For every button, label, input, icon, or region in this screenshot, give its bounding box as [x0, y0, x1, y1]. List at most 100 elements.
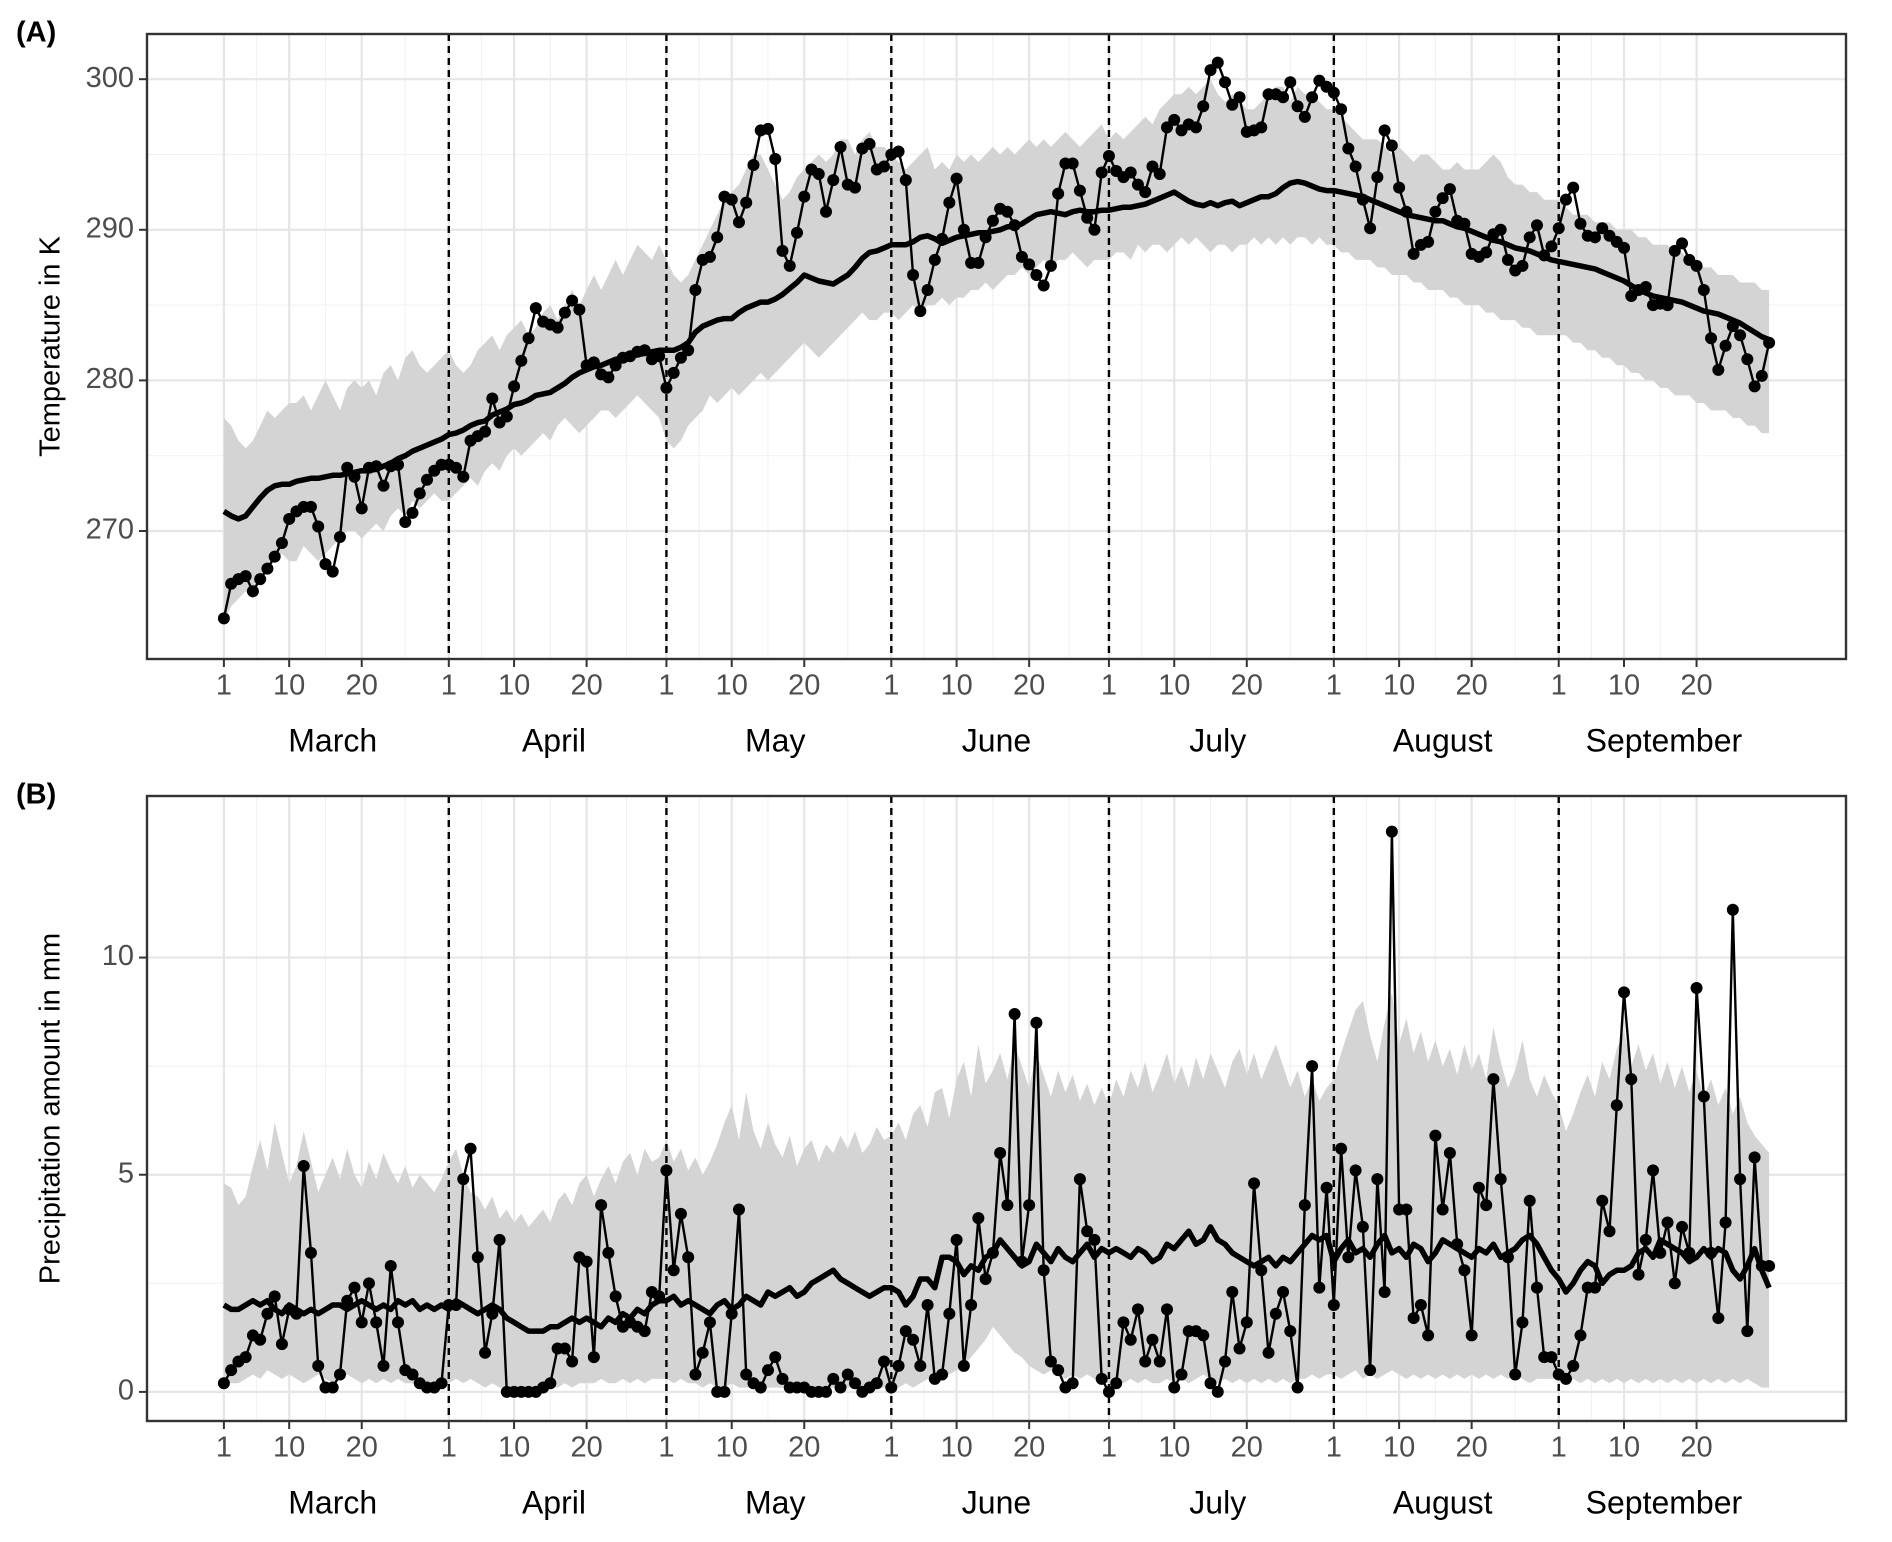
data-point	[1509, 1368, 1522, 1381]
x-tick-label: 1	[1101, 1432, 1117, 1464]
data-point	[1668, 1277, 1681, 1290]
y-axis-title: Temperature in K	[35, 235, 67, 456]
data-point	[660, 381, 673, 394]
data-point	[1378, 1286, 1391, 1299]
data-point	[1385, 825, 1398, 838]
data-point	[246, 585, 259, 598]
data-point	[725, 193, 738, 206]
data-point	[1574, 217, 1587, 230]
data-point	[1755, 369, 1768, 382]
data-point	[1117, 1316, 1130, 1329]
data-point	[1552, 222, 1565, 235]
month-label: March	[288, 722, 377, 758]
x-tick-label: 1	[441, 1432, 457, 1464]
data-point	[957, 1359, 970, 1372]
data-point	[1306, 1060, 1319, 1073]
data-point	[689, 284, 702, 297]
data-point	[225, 1364, 238, 1377]
data-point	[1676, 237, 1689, 250]
data-point	[1168, 1381, 1181, 1394]
data-point	[849, 1377, 862, 1390]
y-tick-label: 300	[86, 62, 134, 94]
x-tick-label: 10	[1158, 1432, 1190, 1464]
data-point	[1697, 284, 1710, 297]
data-point	[1146, 1333, 1159, 1346]
x-tick-label: 20	[346, 1432, 378, 1464]
data-point	[1131, 178, 1144, 191]
data-point	[566, 1355, 579, 1368]
data-point	[1095, 1372, 1108, 1385]
data-point	[421, 473, 434, 486]
data-point	[921, 284, 934, 297]
month-label: May	[745, 1484, 805, 1520]
data-point	[769, 153, 782, 165]
data-point	[914, 1359, 927, 1372]
data-point	[1233, 91, 1246, 104]
data-point	[566, 294, 579, 307]
data-point	[1712, 1312, 1725, 1325]
data-point	[1748, 380, 1761, 393]
data-point	[1073, 1173, 1086, 1186]
data-point	[1291, 100, 1304, 113]
data-point	[1443, 183, 1456, 196]
data-point	[1124, 166, 1137, 179]
data-point	[1088, 1233, 1101, 1246]
data-point	[1030, 1016, 1043, 1029]
x-tick-label: 20	[1013, 1432, 1045, 1464]
data-point	[689, 1368, 702, 1381]
data-point	[1588, 231, 1601, 244]
x-tick-label: 10	[1608, 1432, 1640, 1464]
data-point	[1044, 259, 1057, 272]
month-label: May	[745, 722, 805, 758]
data-point	[1690, 981, 1703, 994]
data-point	[529, 302, 542, 315]
x-tick-label: 10	[940, 670, 972, 702]
data-point	[1501, 253, 1514, 266]
data-point	[1037, 279, 1050, 292]
data-point	[1008, 1008, 1021, 1021]
data-point	[776, 1372, 789, 1385]
x-tick-label: 10	[273, 1432, 305, 1464]
data-point	[1175, 1368, 1188, 1381]
data-point	[812, 168, 825, 181]
data-point	[1160, 121, 1173, 134]
data-point	[471, 1251, 484, 1264]
month-label: August	[1393, 1484, 1493, 1520]
data-point	[754, 1381, 767, 1394]
data-point	[878, 160, 891, 173]
data-point	[312, 1359, 325, 1372]
month-label: September	[1586, 1484, 1743, 1520]
data-point	[1023, 1199, 1036, 1212]
x-tick-label: 1	[216, 670, 232, 702]
data-point	[769, 1351, 782, 1364]
data-point	[1327, 86, 1340, 99]
data-point	[1719, 1216, 1732, 1229]
data-point	[732, 1203, 745, 1216]
data-point	[1371, 1173, 1384, 1186]
data-point	[1647, 1164, 1660, 1177]
data-point	[1342, 142, 1355, 155]
data-point	[1371, 171, 1384, 184]
plot-background	[147, 34, 1846, 659]
data-point	[747, 159, 760, 172]
data-point	[1168, 113, 1181, 126]
data-point	[609, 1290, 622, 1303]
data-point	[703, 1316, 716, 1329]
x-tick-label: 20	[788, 670, 820, 702]
data-point	[1567, 1359, 1580, 1372]
x-tick-label: 1	[1101, 670, 1117, 702]
data-point	[1364, 1364, 1377, 1377]
x-tick-label: 10	[1383, 1432, 1415, 1464]
month-label: September	[1586, 722, 1743, 758]
data-point	[515, 354, 528, 367]
data-point	[1110, 1377, 1123, 1390]
data-point	[1443, 1147, 1456, 1160]
data-point	[638, 1325, 651, 1338]
x-tick-label: 20	[788, 1432, 820, 1464]
data-point	[1596, 1194, 1609, 1207]
data-point	[1400, 1203, 1413, 1216]
data-point	[457, 1173, 470, 1186]
x-tick-label: 20	[570, 670, 602, 702]
data-point	[595, 1199, 608, 1212]
